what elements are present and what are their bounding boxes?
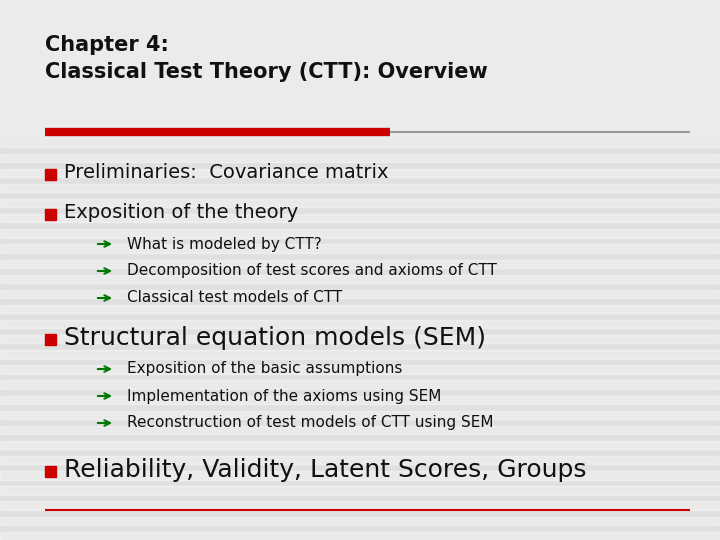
Bar (0, 154, 720, 162)
Bar (0, 214, 720, 222)
Bar (0, 426, 720, 434)
Bar (0, 335, 720, 343)
Bar (0, 290, 720, 298)
Bar (0, 456, 720, 464)
Bar (0, 230, 720, 238)
Bar (0, 245, 720, 253)
Bar (0, 169, 720, 177)
FancyBboxPatch shape (45, 465, 56, 476)
Bar (0, 381, 720, 389)
Bar (0, 532, 720, 540)
Bar (0, 305, 720, 313)
Text: Structural equation models (SEM): Structural equation models (SEM) (64, 326, 486, 350)
Text: Exposition of the basic assumptions: Exposition of the basic assumptions (127, 361, 402, 376)
Bar (0, 275, 720, 283)
Text: What is modeled by CTT?: What is modeled by CTT? (127, 237, 322, 252)
Bar (0, 502, 720, 510)
Text: Reconstruction of test models of CTT using SEM: Reconstruction of test models of CTT usi… (127, 415, 493, 430)
Bar (0, 517, 720, 525)
Bar (0, 320, 720, 328)
Bar (0, 33, 720, 41)
FancyBboxPatch shape (45, 334, 56, 345)
Text: Reliability, Validity, Latent Scores, Groups: Reliability, Validity, Latent Scores, Gr… (64, 458, 587, 482)
Bar (0, 139, 720, 147)
Bar (0, 93, 720, 102)
FancyBboxPatch shape (0, 0, 720, 140)
Bar (0, 487, 720, 495)
FancyBboxPatch shape (45, 168, 56, 179)
Bar (0, 124, 720, 132)
Text: Implementation of the axioms using SEM: Implementation of the axioms using SEM (127, 388, 441, 403)
Bar (0, 199, 720, 207)
Text: Classical test models of CTT: Classical test models of CTT (127, 291, 342, 306)
Bar (0, 260, 720, 268)
FancyBboxPatch shape (45, 208, 56, 219)
Bar (0, 350, 720, 359)
Text: Classical Test Theory (CTT): Overview: Classical Test Theory (CTT): Overview (45, 62, 487, 82)
Bar (0, 184, 720, 192)
Bar (0, 63, 720, 71)
Bar (0, 411, 720, 419)
Bar (0, 78, 720, 86)
Text: Decomposition of test scores and axioms of CTT: Decomposition of test scores and axioms … (127, 264, 497, 279)
Bar (0, 441, 720, 449)
Bar (0, 48, 720, 56)
Bar (0, 109, 720, 117)
Bar (0, 366, 720, 374)
Bar (0, 3, 720, 11)
Bar (0, 18, 720, 26)
Text: Chapter 4:: Chapter 4: (45, 35, 169, 55)
Text: Exposition of the theory: Exposition of the theory (64, 204, 298, 222)
Bar (0, 396, 720, 404)
Text: Preliminaries:  Covariance matrix: Preliminaries: Covariance matrix (64, 164, 389, 183)
Bar (0, 471, 720, 480)
